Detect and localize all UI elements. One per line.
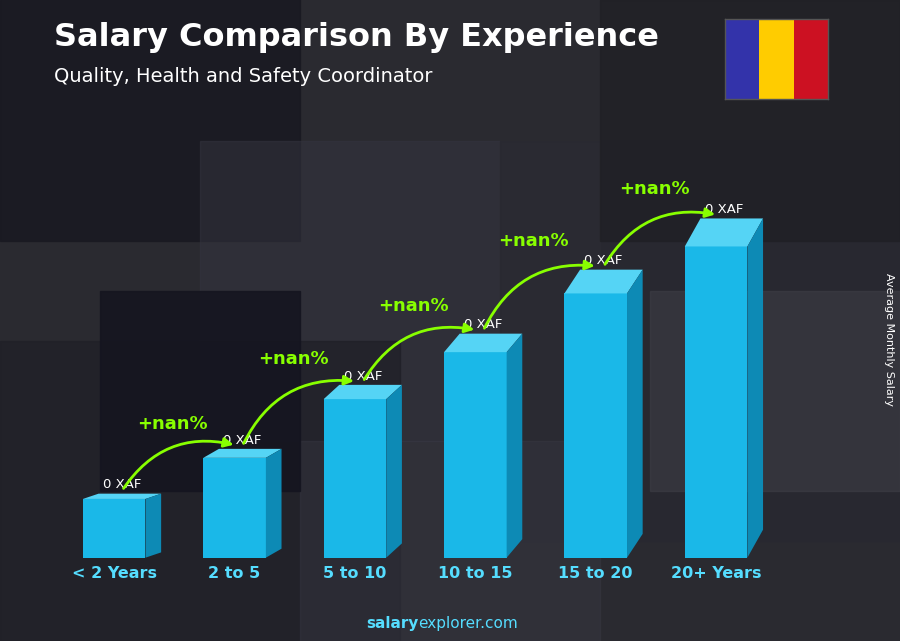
Text: 0 XAF: 0 XAF xyxy=(223,433,262,447)
Bar xyxy=(200,141,600,441)
Bar xyxy=(500,141,900,541)
Text: explorer.com: explorer.com xyxy=(418,617,518,631)
Polygon shape xyxy=(203,449,282,458)
Bar xyxy=(444,352,507,558)
Bar xyxy=(685,246,747,558)
Text: Average Monthly Salary: Average Monthly Salary xyxy=(884,273,894,406)
Text: salary: salary xyxy=(366,617,418,631)
Polygon shape xyxy=(386,385,402,558)
Text: Salary Comparison By Experience: Salary Comparison By Experience xyxy=(54,22,659,53)
Text: +nan%: +nan% xyxy=(257,350,328,368)
Polygon shape xyxy=(507,334,522,558)
Bar xyxy=(100,291,300,491)
Text: +nan%: +nan% xyxy=(499,232,569,250)
Polygon shape xyxy=(146,494,161,558)
Text: Quality, Health and Safety Coordinator: Quality, Health and Safety Coordinator xyxy=(54,67,433,87)
Bar xyxy=(300,441,600,641)
Bar xyxy=(0,341,400,641)
Text: +nan%: +nan% xyxy=(378,297,449,315)
Bar xyxy=(564,294,627,558)
Bar xyxy=(724,19,759,99)
Text: 0 XAF: 0 XAF xyxy=(705,203,743,216)
Text: 0 XAF: 0 XAF xyxy=(584,254,623,267)
Polygon shape xyxy=(444,334,522,352)
Polygon shape xyxy=(685,219,763,246)
Polygon shape xyxy=(324,385,402,399)
Text: +nan%: +nan% xyxy=(619,180,689,198)
Bar xyxy=(650,291,900,491)
Bar xyxy=(83,499,146,558)
Text: +nan%: +nan% xyxy=(138,415,208,433)
Polygon shape xyxy=(564,270,643,294)
Polygon shape xyxy=(266,449,282,558)
Text: 0 XAF: 0 XAF xyxy=(344,369,382,383)
Bar xyxy=(759,19,794,99)
Text: 0 XAF: 0 XAF xyxy=(464,319,502,331)
Polygon shape xyxy=(83,494,161,499)
Polygon shape xyxy=(747,219,763,558)
Bar xyxy=(0,0,300,241)
Text: 0 XAF: 0 XAF xyxy=(103,478,141,491)
Bar xyxy=(324,399,386,558)
Bar xyxy=(203,458,266,558)
Bar xyxy=(794,19,828,99)
Bar xyxy=(600,0,900,241)
Polygon shape xyxy=(627,270,643,558)
